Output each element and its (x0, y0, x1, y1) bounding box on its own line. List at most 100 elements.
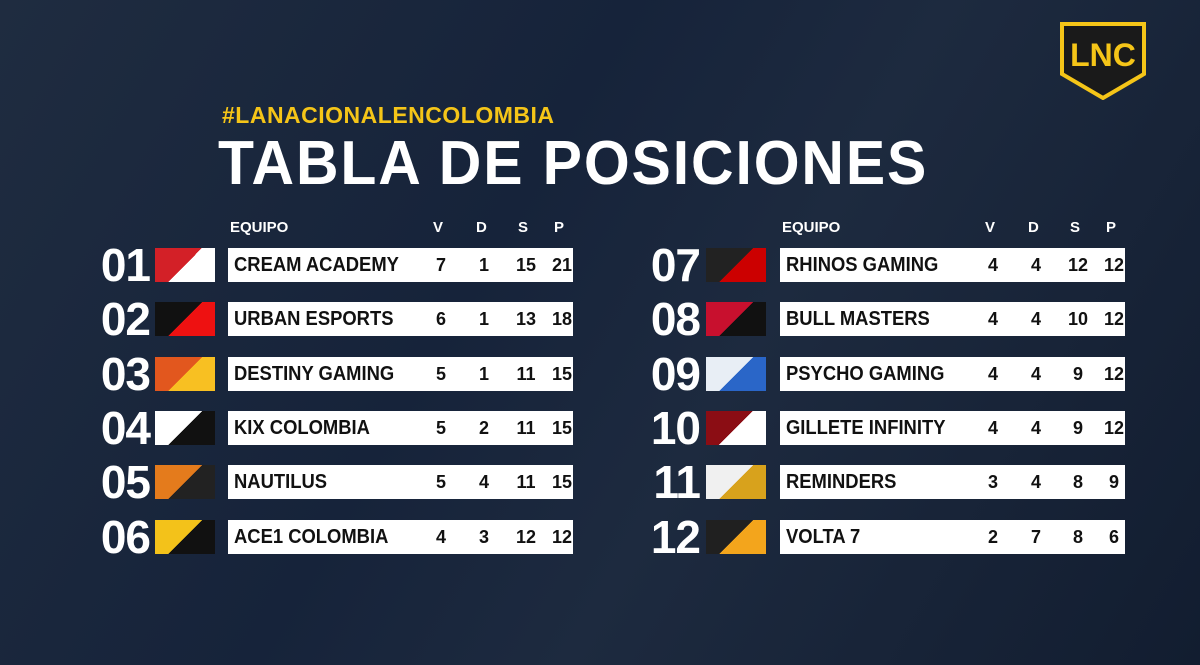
team-logo (155, 248, 215, 282)
team-logo (706, 465, 766, 500)
team-row: GILLETE INFINITY 4 4 9 12 (780, 410, 1125, 445)
stat: 12 (551, 526, 573, 547)
stat: 2 (987, 526, 998, 547)
stat: 15 (551, 363, 573, 384)
stat: 11 (516, 417, 536, 438)
team-name: GILLETE INFINITY (786, 416, 946, 439)
logo-text: LNC (1070, 37, 1136, 73)
stat: 9 (1108, 472, 1119, 493)
team-name: NAUTILUS (234, 471, 328, 494)
team-name: CREAM ACADEMY (234, 254, 399, 276)
stat: 7 (1030, 526, 1041, 547)
stat: 12 (515, 526, 537, 547)
column-header: S (1070, 219, 1081, 236)
rank: 11 (653, 456, 701, 509)
team-name: PSYCHO GAMING (786, 362, 945, 385)
team-row: RHINOS GAMING 4 4 12 12 (780, 248, 1125, 282)
team-logo (706, 356, 766, 391)
stat: 15 (551, 417, 573, 438)
team-logo (155, 356, 215, 391)
column-header: EQUIPO (782, 219, 841, 236)
column-header: P (1106, 219, 1117, 236)
stat: 4 (435, 526, 446, 547)
title: TABLA DE POSICIONES (218, 129, 929, 198)
stat: 10 (1067, 309, 1089, 330)
stat: 21 (551, 255, 573, 275)
stat: 9 (1072, 363, 1083, 384)
column-header: EQUIPO (230, 219, 289, 236)
rank: 03 (100, 347, 151, 400)
stat: 4 (1030, 255, 1041, 275)
stat: 12 (1067, 255, 1089, 275)
team-logo (155, 519, 215, 554)
team-name: REMINDERS (786, 471, 897, 494)
team-logo (706, 302, 766, 337)
rank: 02 (100, 293, 151, 346)
stat: 2 (478, 417, 489, 438)
team-row: CREAM ACADEMY 7 1 15 21 (228, 248, 573, 282)
rank: 05 (100, 456, 151, 509)
team-name: KIX COLOMBIA (234, 416, 370, 439)
team-row: REMINDERS 3 4 8 9 (780, 465, 1125, 500)
stat: 15 (551, 472, 573, 493)
hashtag: #LANACIONALENCOLOMBIA (222, 102, 555, 128)
rank: 04 (100, 401, 151, 454)
stat: 4 (478, 472, 489, 493)
column-header: V (985, 219, 996, 236)
team-logo (155, 302, 215, 337)
column-header: D (1028, 219, 1039, 236)
team-name: RHINOS GAMING (786, 254, 939, 276)
rank: 09 (650, 347, 701, 400)
stat: 1 (478, 255, 489, 275)
rank: 01 (100, 239, 151, 291)
stat: 1 (478, 309, 489, 330)
stat: 11 (516, 363, 536, 384)
stat: 8 (1072, 526, 1083, 547)
rank: 08 (650, 293, 701, 346)
team-row: ACE1 COLOMBIA 4 3 12 12 (228, 519, 573, 554)
stat: 15 (515, 255, 537, 275)
stat: 13 (515, 309, 537, 330)
stat: 1 (478, 363, 489, 384)
stat: 12 (1103, 417, 1125, 438)
stat: 4 (987, 255, 998, 275)
team-row: URBAN ESPORTS 6 1 13 18 (228, 302, 573, 337)
column-header: V (433, 219, 444, 236)
logo-shield (1060, 22, 1146, 100)
stat: 5 (435, 417, 446, 438)
team-name: ACE1 COLOMBIA (234, 525, 389, 548)
stat: 8 (1072, 472, 1083, 493)
league-logo: LNC (1060, 22, 1146, 100)
stat: 3 (987, 472, 998, 493)
stat: 5 (435, 472, 446, 493)
stat: 5 (435, 363, 446, 384)
stat: 4 (1030, 417, 1041, 438)
team-row: DESTINY GAMING 5 1 11 15 (228, 356, 573, 391)
team-name: DESTINY GAMING (234, 362, 395, 385)
team-logo (155, 410, 215, 445)
stat: 7 (435, 255, 446, 275)
stat: 6 (435, 309, 446, 330)
team-logo (155, 465, 215, 500)
team-row: BULL MASTERS 4 4 10 12 (780, 302, 1125, 337)
stat: 4 (987, 363, 998, 384)
stat: 18 (551, 309, 573, 330)
stat: 12 (1103, 363, 1125, 384)
team-logo (706, 248, 766, 282)
column-header: D (476, 219, 487, 236)
stat: 4 (987, 309, 998, 330)
column-header: P (554, 219, 565, 236)
stat: 12 (1103, 309, 1125, 330)
team-logo (706, 410, 766, 445)
stat: 4 (1030, 309, 1041, 330)
team-name: BULL MASTERS (786, 308, 930, 331)
team-row: PSYCHO GAMING 4 4 9 12 (780, 356, 1125, 391)
stat: 9 (1072, 417, 1083, 438)
rank: 12 (650, 510, 701, 563)
rank: 07 (650, 239, 701, 291)
stat: 3 (478, 526, 489, 547)
team-name: VOLTA 7 (786, 525, 861, 548)
stat: 4 (1030, 472, 1041, 493)
rank: 10 (650, 401, 701, 454)
stat: 12 (1103, 255, 1125, 275)
